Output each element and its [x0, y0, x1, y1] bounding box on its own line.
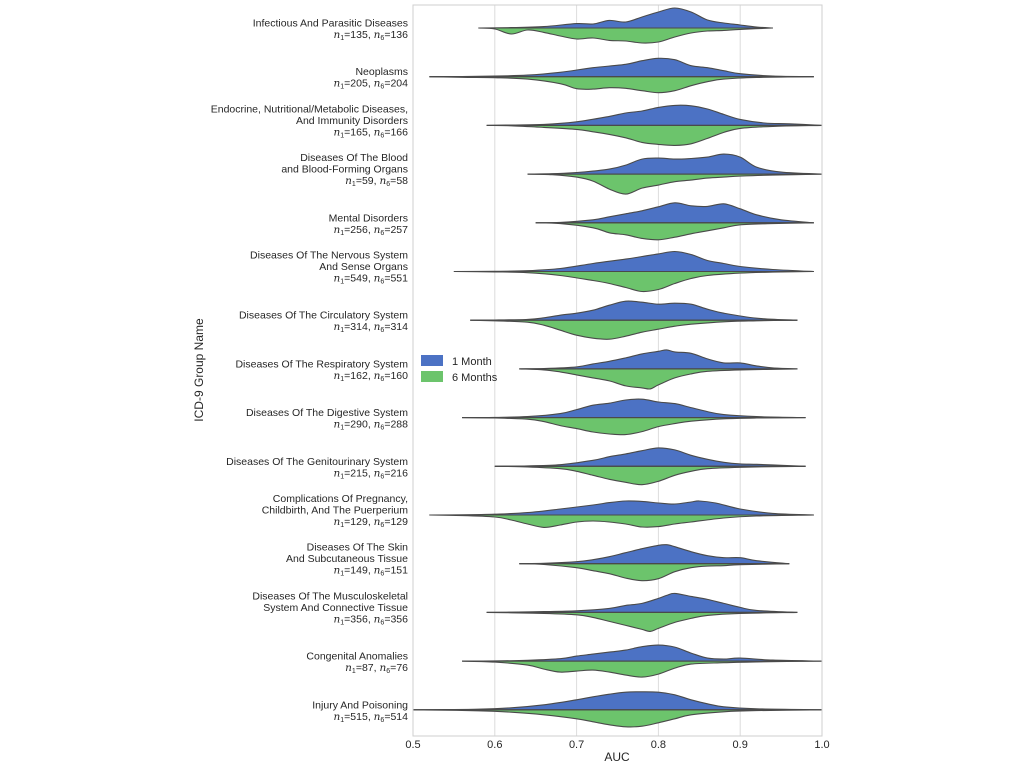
- plot-frame: [412, 4, 823, 737]
- violin-infectious-and-parasitic-diseases: [478, 7, 773, 44]
- group-name-label: Diseases Of The Circulatory System: [239, 310, 408, 322]
- violin-diseases-of-the-musculoskeletal: [486, 592, 798, 632]
- x-tick-label: 0.8: [651, 739, 666, 751]
- violin-half-1-month: [429, 500, 814, 516]
- group-name-label: Diseases Of The Respiratory System: [235, 358, 408, 370]
- violin-diseases-of-the-circulatory-system: [470, 300, 798, 340]
- violin-half-1-month: [486, 104, 823, 126]
- violin-half-6-months: [429, 76, 814, 94]
- violin-mental-disorders: [535, 202, 814, 241]
- violin-half-6-months: [535, 222, 814, 241]
- group-count-label: n1=549, n6=551: [333, 273, 408, 286]
- violin-neoplasms: [429, 57, 814, 94]
- group-name-label: and Blood-Forming Organs: [281, 164, 408, 176]
- violin-injury-and-poisoning: [412, 691, 823, 728]
- violin-half-6-months: [519, 563, 790, 582]
- x-tick-label: 0.5: [405, 739, 420, 751]
- group-count-label: n1=205, n6=204: [333, 78, 408, 91]
- group-name-label: Diseases Of The Musculoskeletal: [252, 590, 408, 602]
- violins: [412, 7, 823, 728]
- group-name-label: Diseases Of The Blood: [300, 152, 408, 164]
- group-name-label: Diseases Of The Skin: [307, 542, 409, 554]
- group-count-label: n1=135, n6=136: [333, 29, 408, 42]
- y-axis-label: ICD-9 Group Name: [192, 318, 206, 422]
- group-name-label: Complications Of Pregnancy,: [273, 493, 408, 505]
- group-name-label: And Immunity Disorders: [296, 115, 408, 127]
- group-count-label: n1=290, n6=288: [333, 419, 408, 432]
- group-name-label: Mental Disorders: [329, 212, 408, 224]
- violin-half-1-month: [462, 644, 823, 662]
- x-axis-label: AUC: [604, 750, 630, 764]
- group-count-label: n1=314, n6=314: [333, 321, 408, 334]
- legend-label-1-month: 1 Month: [452, 356, 492, 368]
- violin-diseases-of-the-digestive-system: [462, 398, 806, 436]
- group-name-label: And Subcutaneous Tissue: [286, 553, 408, 565]
- violin-half-6-months: [470, 319, 798, 340]
- group-name-label: Childbirth, And The Puerperium: [262, 505, 409, 517]
- violin-diseases-of-the-nervous-system: [453, 250, 814, 293]
- violin-diseases-of-the-respiratory-system: [519, 349, 798, 390]
- violin-half-1-month: [494, 447, 806, 467]
- violin-half-1-month: [453, 250, 814, 273]
- violin-half-1-month: [535, 202, 814, 224]
- group-name-label: Neoplasms: [355, 66, 408, 78]
- violin-half-1-month: [527, 153, 823, 175]
- violin-half-6-months: [462, 660, 823, 678]
- violin-half-6-months: [453, 270, 814, 293]
- group-count-label: n1=215, n6=216: [333, 467, 408, 480]
- group-count-label: n1=515, n6=514: [333, 711, 408, 724]
- violin-half-1-month: [470, 300, 798, 321]
- violin-half-6-months: [462, 417, 806, 436]
- group-name-label: Diseases Of The Nervous System: [250, 250, 408, 262]
- group-name-label: Congenital Anomalies: [306, 651, 408, 663]
- legend-swatch-6-months: [421, 371, 443, 382]
- y-axis-group-labels: Infectious And Parasitic Diseasesn1=135,…: [211, 18, 409, 724]
- group-count-label: n1=256, n6=257: [333, 224, 408, 237]
- x-tick-label: 0.6: [487, 739, 502, 751]
- group-count-label: n1=87, n6=76: [345, 662, 408, 675]
- group-count-label: n1=59, n6=58: [345, 175, 408, 188]
- violin-half-6-months: [519, 368, 798, 390]
- group-name-label: Endocrine, Nutritional/Metabolic Disease…: [211, 103, 408, 115]
- violin-half-1-month: [429, 57, 814, 78]
- violin-congenital-anomalies: [462, 644, 823, 678]
- group-name-label: Diseases Of The Digestive System: [246, 407, 408, 419]
- group-count-label: n1=356, n6=356: [333, 613, 408, 626]
- violin-half-1-month: [462, 398, 806, 419]
- violin-half-6-months: [486, 124, 823, 146]
- violin-half-6-months: [486, 611, 798, 632]
- group-name-label: System And Connective Tissue: [263, 602, 408, 614]
- violin-half-6-months: [494, 465, 806, 486]
- violin-half-1-month: [519, 544, 790, 565]
- x-tick-label: 1.0: [814, 739, 829, 751]
- violin-half-6-months: [527, 173, 823, 195]
- group-count-label: n1=162, n6=160: [333, 370, 408, 383]
- violin-complications-of-pregnancy: [429, 500, 814, 528]
- violin-half-1-month: [478, 7, 773, 29]
- group-name-label: Diseases Of The Genitourinary System: [226, 456, 408, 468]
- violin-half-1-month: [412, 691, 823, 711]
- violin-diseases-of-the-skin: [519, 544, 790, 582]
- x-axis-ticks: 0.5 0.6 0.7 0.8 0.9 1.0: [405, 739, 829, 751]
- violin-half-1-month: [519, 349, 798, 370]
- violin-half-6-months: [412, 709, 823, 728]
- group-count-label: n1=165, n6=166: [333, 126, 408, 139]
- group-count-label: n1=149, n6=151: [333, 565, 408, 578]
- violin-diseases-of-the-blood: [527, 153, 823, 195]
- legend-swatch-1-month: [421, 355, 443, 366]
- violin-endocrine-nutritional-metabolic-diseases: [486, 104, 823, 146]
- legend-label-6-months: 6 Months: [452, 372, 498, 384]
- violin-half-6-months: [478, 27, 773, 44]
- group-count-label: n1=129, n6=129: [333, 516, 408, 529]
- group-name-label: Injury And Poisoning: [312, 699, 408, 711]
- x-tick-label: 0.7: [569, 739, 584, 751]
- group-name-label: And Sense Organs: [319, 261, 408, 273]
- violin-half-1-month: [486, 592, 798, 613]
- legend: 1 Month 6 Months: [421, 355, 498, 384]
- group-name-label: Infectious And Parasitic Diseases: [253, 18, 408, 30]
- violin-half-6-months: [429, 514, 814, 528]
- violin-diseases-of-the-genitourinary-system: [494, 447, 806, 486]
- x-tick-label: 0.9: [733, 739, 748, 751]
